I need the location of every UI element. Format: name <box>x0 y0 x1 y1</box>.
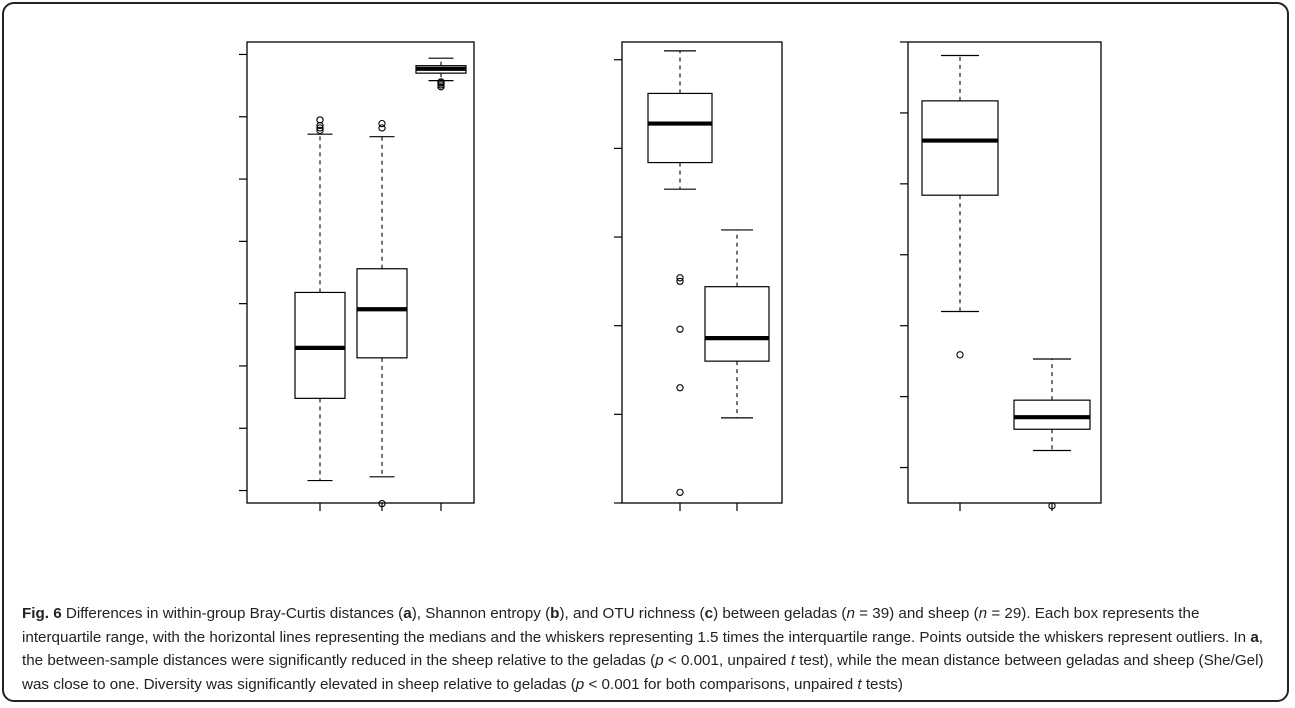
plot-frame <box>621 41 783 504</box>
iqr-box <box>704 286 770 362</box>
outlier-point <box>676 277 684 286</box>
outlier-point <box>676 325 684 333</box>
caption-fragment: n <box>978 605 988 622</box>
outlier-point <box>316 121 324 130</box>
caption-fragment: a <box>1250 628 1259 646</box>
outlier-point <box>956 351 964 359</box>
figure-panels <box>239 41 1102 511</box>
iqr-box <box>294 291 346 399</box>
box-1 <box>647 50 713 497</box>
outlier-point <box>378 124 386 132</box>
iqr-box <box>921 100 999 196</box>
caption-text: Differences in within-group Bray-Curtis … <box>22 605 1264 693</box>
panel-a <box>239 41 475 511</box>
caption-fragment: Differences in within-group Bray-Curtis … <box>61 605 404 622</box>
box-2 <box>356 119 408 508</box>
outlier-point <box>316 116 324 124</box>
figure-number: Fig. 6 <box>22 605 62 622</box>
panel-b <box>614 41 783 511</box>
box-2 <box>704 229 770 419</box>
caption-fragment: a <box>403 605 412 622</box>
caption-fragment: ) between geladas ( <box>713 605 847 622</box>
caption-fragment: ), Shannon entropy ( <box>411 605 551 622</box>
caption-fragment: p <box>655 652 664 669</box>
caption-fragment: b <box>550 605 560 622</box>
caption-fragment: = 39) and sheep ( <box>854 605 979 622</box>
outlier-point <box>437 78 445 86</box>
caption-fragment: tests) <box>861 675 903 693</box>
caption-fragment: , the between-sample distances were sign… <box>22 628 1264 670</box>
outlier-point <box>1048 502 1056 510</box>
caption-fragment: t <box>857 675 862 693</box>
iqr-box <box>647 92 713 164</box>
caption-fragment: < 0.001 for both comparisons, unpaired <box>584 675 858 693</box>
outlier-point <box>676 488 684 497</box>
plot-frame <box>907 41 1102 504</box>
outlier-point <box>676 384 684 392</box>
caption-fragment: ), and OTU richness ( <box>559 605 705 622</box>
caption-fragment: = 29). Each box represents the interquar… <box>22 605 1251 646</box>
plot-frame <box>246 41 475 504</box>
caption-fragment: < 0.001, unpaired <box>663 652 791 669</box>
caption-fragment: c <box>704 605 714 622</box>
caption-fragment: n <box>846 605 855 622</box>
caption-fragment: t <box>790 652 795 669</box>
box-3 <box>415 57 467 91</box>
outlier-point <box>316 124 324 132</box>
caption-fragment: p <box>575 675 585 693</box>
outlier-point <box>676 274 684 282</box>
outlier-point <box>316 126 324 135</box>
figure-caption: Fig. 6 Differences in within-group Bray-… <box>22 602 1272 696</box>
caption-fragment: test), while the mean distance between g… <box>22 652 1264 693</box>
panel-c <box>900 41 1102 511</box>
iqr-box <box>1013 399 1091 430</box>
outlier-point <box>378 499 386 508</box>
box-2 <box>1013 358 1091 510</box>
box-1 <box>294 116 346 482</box>
box-1 <box>921 54 999 359</box>
iqr-box <box>356 268 408 359</box>
outlier-point <box>378 119 386 128</box>
